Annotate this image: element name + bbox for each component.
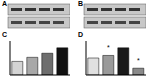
html-text:D: D: [78, 31, 84, 38]
svg-text:*: *: [107, 44, 110, 51]
html-text:A: A: [2, 0, 8, 7]
html-text:B: B: [78, 0, 84, 7]
html-text:C: C: [2, 31, 8, 38]
svg-text:*: *: [137, 57, 140, 64]
